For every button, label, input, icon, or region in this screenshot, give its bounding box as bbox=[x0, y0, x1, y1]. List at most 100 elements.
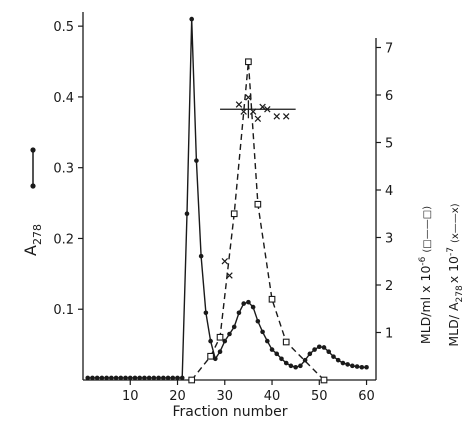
series-0-point bbox=[179, 375, 185, 381]
series-0-point bbox=[156, 375, 161, 381]
series-0-point bbox=[208, 338, 213, 344]
left-axis-title-sub: 278 bbox=[31, 224, 44, 245]
series-0-point bbox=[265, 338, 270, 344]
series-2-point bbox=[245, 94, 252, 101]
left-tick-label: 0.2 bbox=[53, 232, 74, 247]
series-0-point bbox=[99, 375, 105, 381]
series-0-point bbox=[288, 363, 294, 369]
right-axis-title-2-text: MLD/ A278 x 10-7 (x——x) bbox=[446, 203, 465, 346]
right-axis-title-1-main: MLD/ml x 10 bbox=[418, 266, 433, 345]
right-tick-label: 4 bbox=[385, 184, 393, 199]
series-1-point bbox=[216, 333, 224, 341]
right-tick-label: 2 bbox=[385, 279, 393, 294]
series-1-point bbox=[188, 376, 196, 384]
left-tick-label: 0.5 bbox=[53, 20, 74, 35]
right-tick-label: 1 bbox=[385, 327, 393, 342]
left-legend-key-dot-bottom bbox=[30, 183, 36, 189]
series-2-point bbox=[259, 103, 266, 111]
series-0-point bbox=[231, 324, 237, 330]
series-0-point bbox=[137, 375, 143, 381]
series-2-point bbox=[240, 108, 247, 115]
series-0-point bbox=[175, 375, 180, 381]
series-0-point bbox=[350, 363, 355, 369]
series-0-point bbox=[321, 345, 327, 350]
series-1-point bbox=[254, 200, 262, 208]
series-1-point bbox=[282, 338, 290, 346]
right-axis-title-1-exp: -6 bbox=[418, 256, 428, 265]
series-0-point bbox=[307, 351, 313, 357]
series-2-point bbox=[249, 108, 257, 115]
series-0-point bbox=[236, 310, 242, 316]
right-axis-title-2-main: MLD/ A bbox=[446, 302, 461, 347]
series-2-point bbox=[235, 101, 243, 108]
series-0-point bbox=[170, 375, 176, 381]
series-0-point bbox=[90, 375, 95, 381]
series-0-point bbox=[118, 375, 124, 381]
series-0-point bbox=[345, 362, 350, 367]
series-0-point bbox=[359, 364, 365, 370]
series-0-point bbox=[293, 364, 298, 370]
series-0-point bbox=[104, 375, 109, 381]
left-tick-label: 0.3 bbox=[53, 162, 74, 177]
series-0-point bbox=[227, 331, 232, 337]
series bbox=[85, 16, 369, 384]
series-0-point bbox=[364, 364, 369, 370]
series-0-point bbox=[189, 16, 194, 22]
x-tick-label: 40 bbox=[264, 389, 281, 404]
x-tick-label: 30 bbox=[217, 389, 234, 404]
x-axis-title: Fraction number bbox=[173, 404, 288, 420]
series-0-point bbox=[142, 375, 147, 381]
right-tick-label: 5 bbox=[385, 137, 393, 152]
series-0-point bbox=[326, 349, 332, 354]
series-0-point bbox=[312, 347, 317, 352]
left-legend-key-dot-top bbox=[30, 147, 36, 153]
x-tick-label: 20 bbox=[169, 389, 186, 404]
right-axis-title-2-legend: (x——x) bbox=[450, 203, 461, 243]
right-axis-title-2-tail: x 10 bbox=[446, 256, 461, 283]
series-2-point bbox=[254, 115, 262, 122]
series-0-point bbox=[146, 375, 152, 381]
left-legend-key bbox=[30, 147, 36, 189]
series-0-point bbox=[316, 344, 322, 350]
series-0-point bbox=[127, 375, 133, 381]
series-0-point bbox=[255, 318, 261, 324]
right-axis-title-2: MLD/ A278 x 10-7 (x——x) bbox=[446, 203, 465, 346]
series-0-point bbox=[85, 375, 91, 381]
series-0-point bbox=[246, 299, 251, 305]
right-axis-title-1-text: MLD/ml x 10-6 (□——□) bbox=[418, 206, 433, 344]
series-0-point bbox=[241, 301, 246, 306]
series-1-point bbox=[207, 352, 214, 360]
series-1-point bbox=[245, 58, 252, 66]
series-0-point bbox=[250, 304, 256, 310]
ticks: 10 20 30 40 50 60 0.1 0.2 0.3 0.4 0.5 1 2 3 4 5 6 7 bbox=[53, 20, 393, 404]
series-0-point bbox=[151, 375, 157, 381]
series-0-point bbox=[213, 356, 218, 362]
series-0-point bbox=[283, 360, 289, 366]
left-tick-label: 0.4 bbox=[53, 91, 74, 106]
series-2-point bbox=[226, 272, 233, 279]
series-0-point bbox=[222, 338, 228, 344]
series-0-point bbox=[94, 375, 100, 381]
right-axis-title-1: MLD/ml x 10-6 (□——□) bbox=[418, 206, 433, 344]
series-0-point bbox=[203, 310, 209, 316]
series-1-point bbox=[320, 376, 328, 384]
left-tick-label: 0.1 bbox=[53, 303, 74, 318]
series-0-point bbox=[184, 211, 190, 216]
series-0-point bbox=[269, 347, 275, 352]
x-tick-label: 10 bbox=[122, 389, 139, 404]
series-0-point bbox=[274, 351, 280, 357]
series-0-point bbox=[198, 253, 204, 259]
series-0-point bbox=[331, 354, 336, 359]
series-0-point bbox=[109, 375, 114, 381]
right-axis-title-2-exp: -7 bbox=[446, 247, 456, 256]
left-axis-title: A278 bbox=[21, 224, 44, 256]
series-2-point bbox=[273, 113, 280, 120]
series-1-point bbox=[268, 295, 276, 303]
left-axis-title-main: A bbox=[21, 245, 40, 256]
axes bbox=[82, 12, 377, 381]
series-0-point bbox=[194, 158, 199, 163]
x-tick-label: 60 bbox=[358, 389, 375, 404]
series-2-point bbox=[264, 106, 271, 113]
left-axis-title-text: A278 bbox=[21, 224, 44, 256]
